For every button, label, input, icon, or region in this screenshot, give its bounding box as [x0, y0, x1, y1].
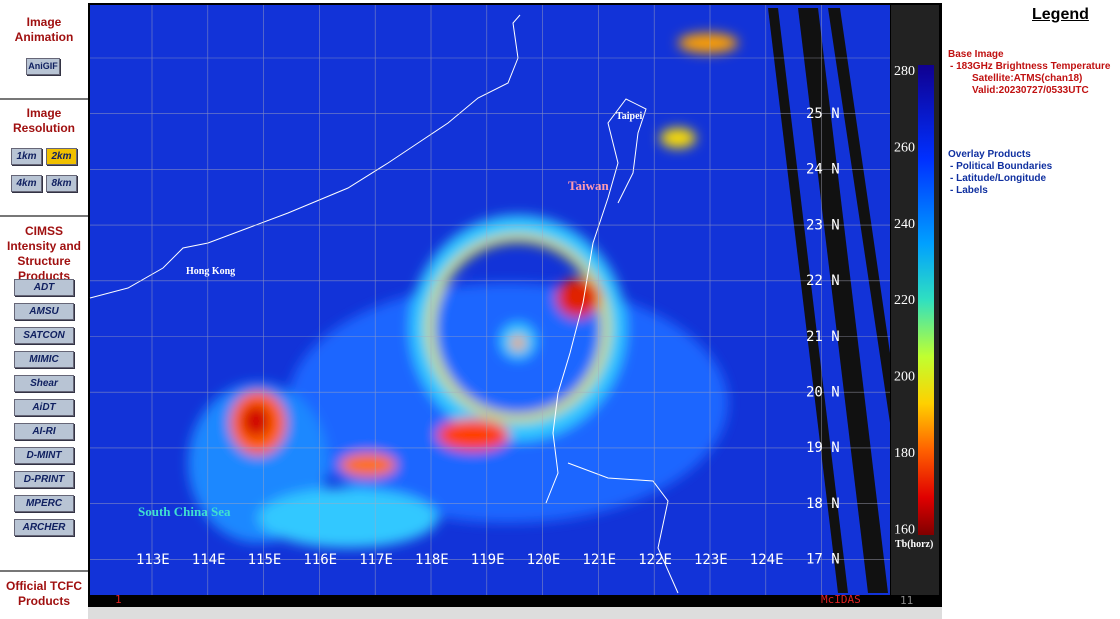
lat-label: 20 N	[806, 385, 840, 401]
button[interactable]: Shear	[14, 375, 74, 392]
lon-label: 119E	[471, 552, 505, 568]
colorbar-tick: 240	[894, 217, 915, 232]
colorbar	[918, 65, 934, 535]
lon-label: 113E	[136, 552, 170, 568]
lat-label: 22 N	[806, 273, 840, 289]
colorbar-unit: Tb(horz)	[895, 539, 933, 550]
lon-label: 118E	[415, 552, 449, 568]
lon-label: 114E	[192, 552, 226, 568]
button[interactable]: ADT	[14, 279, 74, 296]
footer-text: McIDAS	[821, 593, 861, 606]
place-label: Taipei	[616, 111, 643, 122]
footer-text: 11	[900, 594, 913, 607]
lat-label: 24 N	[806, 162, 840, 178]
divider	[0, 570, 88, 572]
lat-label: 25 N	[806, 106, 840, 122]
lon-label: 123E	[694, 552, 728, 568]
scan-gaps	[768, 8, 890, 593]
place-label: South China Sea	[138, 504, 231, 519]
legend-item: Valid:20230727/0533UTC	[972, 85, 1089, 96]
legend-item: Satellite:ATMS(chan18)	[972, 73, 1083, 84]
colorbar-tick: 160	[894, 522, 915, 537]
colorbar-tick: 260	[894, 140, 915, 155]
lon-label: 117E	[359, 552, 393, 568]
colorbar-tick: 180	[894, 446, 915, 461]
legend-item: - Labels	[950, 185, 988, 196]
section-title: CIMSS Intensity and Structure Products	[6, 224, 81, 283]
button[interactable]: AMSU	[14, 303, 74, 320]
button[interactable]: AI-RI	[14, 423, 74, 440]
place-label: Taiwan	[568, 178, 609, 193]
place-label: Hong Kong	[186, 266, 235, 277]
legend-item: - Political Boundaries	[950, 161, 1053, 172]
section-title: Image Resolution	[13, 106, 75, 135]
button[interactable]: AniGIF	[26, 58, 60, 75]
button[interactable]: 8km	[46, 175, 77, 192]
legend-item: - Latitude/Longitude	[950, 173, 1047, 184]
button[interactable]: MPERC	[14, 495, 74, 512]
button[interactable]: SATCON	[14, 327, 74, 344]
lon-label: 115E	[248, 552, 282, 568]
button[interactable]: 4km	[11, 175, 42, 192]
colorbar-tick: 280	[894, 64, 915, 79]
button[interactable]: 1km	[11, 148, 42, 165]
section-title: Image Animation	[14, 15, 74, 44]
button[interactable]: 2km	[46, 148, 77, 165]
lon-label: 122E	[638, 552, 672, 568]
sidebar: Image Animation AniGIF Image Resolution 1km…	[0, 0, 88, 619]
legend-heading: Overlay Products	[948, 149, 1031, 160]
lon-label: 116E	[303, 552, 337, 568]
storm	[188, 33, 738, 548]
lat-label: 19 N	[806, 440, 840, 456]
section-title: Official TCFC Products	[5, 579, 82, 608]
lon-label: 121E	[582, 552, 616, 568]
divider	[0, 215, 88, 217]
legend-title: Legend	[1032, 6, 1089, 23]
colorbar-tick: 220	[894, 293, 915, 308]
coastline	[89, 14, 679, 594]
lon-label: 120E	[527, 552, 561, 568]
button[interactable]: D-PRINT	[14, 471, 74, 488]
divider	[0, 98, 88, 100]
button[interactable]: AiDT	[14, 399, 74, 416]
lat-label: 17 N	[806, 552, 840, 568]
button[interactable]: D-MINT	[14, 447, 74, 464]
lat-label: 18 N	[806, 496, 840, 512]
lon-label: 124E	[750, 552, 784, 568]
colorbar-tick: 200	[894, 370, 915, 385]
legend-item: - 183GHz Brightness Temperature	[950, 61, 1111, 72]
lat-label: 23 N	[806, 217, 840, 233]
bottom-bar	[88, 607, 942, 619]
button[interactable]: ARCHER	[14, 519, 74, 536]
footer-text: 1	[115, 593, 122, 606]
button[interactable]: MIMIC	[14, 351, 74, 368]
lat-label: 21 N	[806, 329, 840, 345]
satellite-image: 25 N 24 N 23 N 22 N 21 N 20 N 19 N 18 N 17 N 113E…	[88, 3, 942, 607]
legend-heading: Base Image	[948, 49, 1004, 60]
